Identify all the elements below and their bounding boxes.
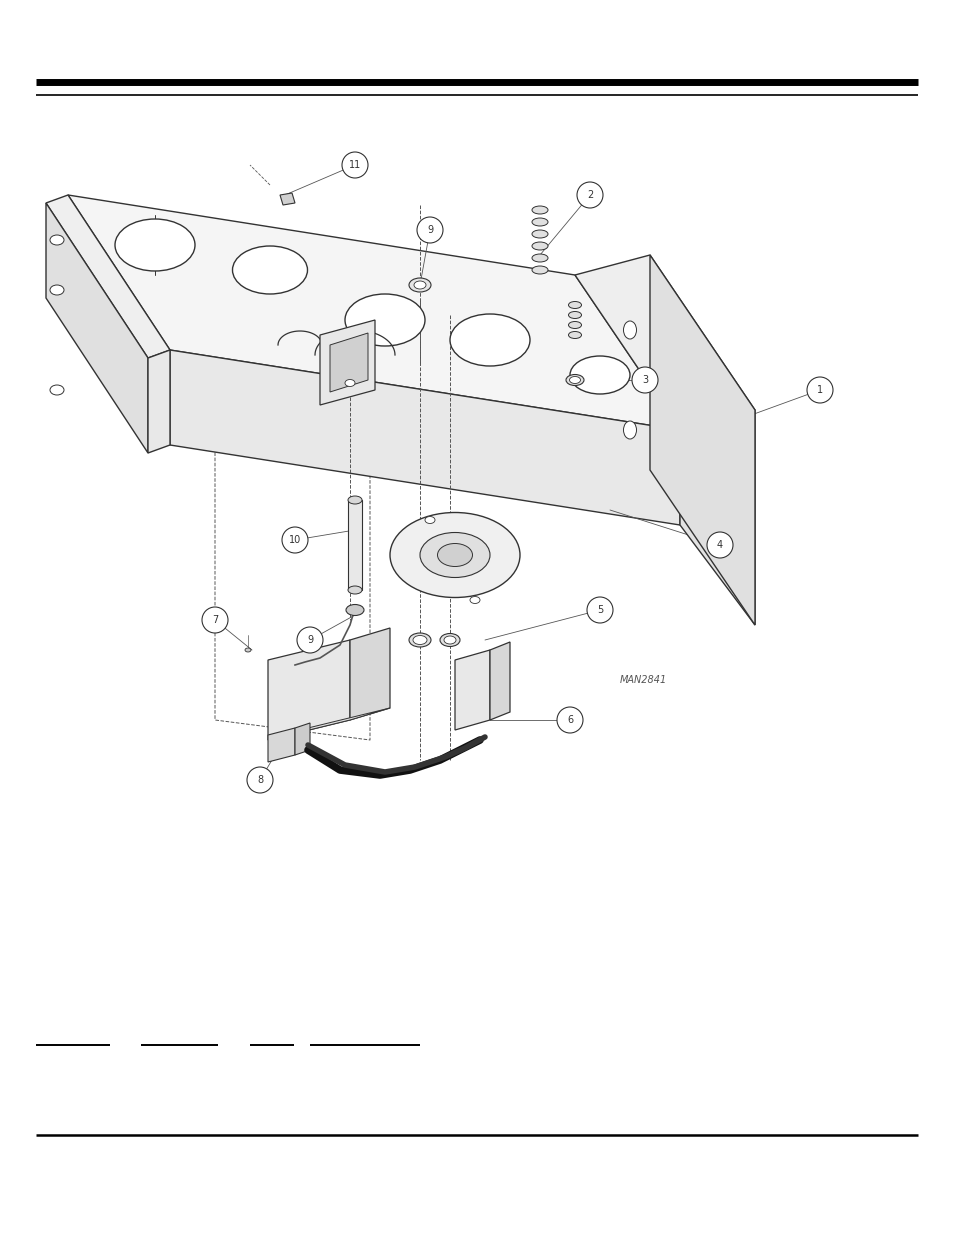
Ellipse shape — [532, 242, 547, 249]
Circle shape — [202, 606, 228, 634]
Circle shape — [706, 532, 732, 558]
Ellipse shape — [623, 421, 636, 438]
Polygon shape — [46, 203, 148, 453]
Circle shape — [806, 377, 832, 403]
Ellipse shape — [443, 636, 456, 643]
Ellipse shape — [413, 636, 427, 645]
Polygon shape — [268, 708, 390, 740]
Ellipse shape — [233, 246, 307, 294]
Ellipse shape — [348, 585, 361, 594]
Text: 5: 5 — [597, 605, 602, 615]
Text: 4: 4 — [717, 540, 722, 550]
Polygon shape — [268, 727, 294, 762]
Polygon shape — [294, 722, 310, 755]
Text: MAN2841: MAN2841 — [619, 676, 666, 685]
Ellipse shape — [532, 254, 547, 262]
Ellipse shape — [532, 219, 547, 226]
Polygon shape — [280, 193, 294, 205]
Polygon shape — [148, 350, 170, 453]
Ellipse shape — [390, 513, 519, 598]
Ellipse shape — [470, 597, 479, 604]
Ellipse shape — [439, 634, 459, 646]
Circle shape — [296, 627, 323, 653]
Ellipse shape — [414, 282, 426, 289]
Text: 1: 1 — [816, 385, 822, 395]
Circle shape — [282, 527, 308, 553]
Text: 11: 11 — [349, 161, 361, 170]
Text: 10: 10 — [289, 535, 301, 545]
Ellipse shape — [348, 496, 361, 504]
Polygon shape — [649, 254, 754, 625]
Text: 3: 3 — [641, 375, 647, 385]
Ellipse shape — [50, 235, 64, 245]
Circle shape — [247, 767, 273, 793]
Ellipse shape — [345, 294, 424, 346]
Text: 9: 9 — [307, 635, 313, 645]
Ellipse shape — [450, 314, 530, 366]
Text: 6: 6 — [566, 715, 573, 725]
Polygon shape — [268, 640, 350, 740]
Polygon shape — [490, 642, 510, 720]
Ellipse shape — [50, 385, 64, 395]
Ellipse shape — [568, 331, 581, 338]
Ellipse shape — [50, 285, 64, 295]
Ellipse shape — [569, 377, 579, 384]
Ellipse shape — [409, 278, 431, 291]
Polygon shape — [350, 629, 390, 720]
Ellipse shape — [346, 604, 364, 615]
Ellipse shape — [345, 379, 355, 387]
Ellipse shape — [569, 356, 629, 394]
Polygon shape — [170, 350, 679, 525]
Circle shape — [341, 152, 368, 178]
Ellipse shape — [568, 301, 581, 309]
Ellipse shape — [419, 532, 490, 578]
Ellipse shape — [245, 648, 251, 652]
Text: 2: 2 — [586, 190, 593, 200]
Ellipse shape — [424, 516, 435, 524]
Polygon shape — [679, 410, 754, 625]
Polygon shape — [46, 195, 170, 358]
Ellipse shape — [437, 543, 472, 567]
Text: 7: 7 — [212, 615, 218, 625]
Ellipse shape — [568, 321, 581, 329]
Circle shape — [577, 182, 602, 207]
Circle shape — [586, 597, 613, 622]
Ellipse shape — [532, 230, 547, 238]
Polygon shape — [575, 254, 754, 430]
Text: 8: 8 — [256, 776, 263, 785]
Ellipse shape — [409, 634, 431, 647]
Ellipse shape — [532, 206, 547, 214]
Polygon shape — [330, 333, 368, 391]
Text: 9: 9 — [427, 225, 433, 235]
Circle shape — [416, 217, 442, 243]
Ellipse shape — [568, 311, 581, 319]
Ellipse shape — [565, 374, 583, 385]
Polygon shape — [348, 500, 361, 590]
Polygon shape — [68, 195, 679, 430]
Circle shape — [631, 367, 658, 393]
Polygon shape — [455, 650, 490, 730]
Polygon shape — [319, 320, 375, 405]
Circle shape — [557, 706, 582, 734]
Ellipse shape — [623, 321, 636, 338]
Ellipse shape — [532, 266, 547, 274]
Ellipse shape — [115, 219, 194, 270]
